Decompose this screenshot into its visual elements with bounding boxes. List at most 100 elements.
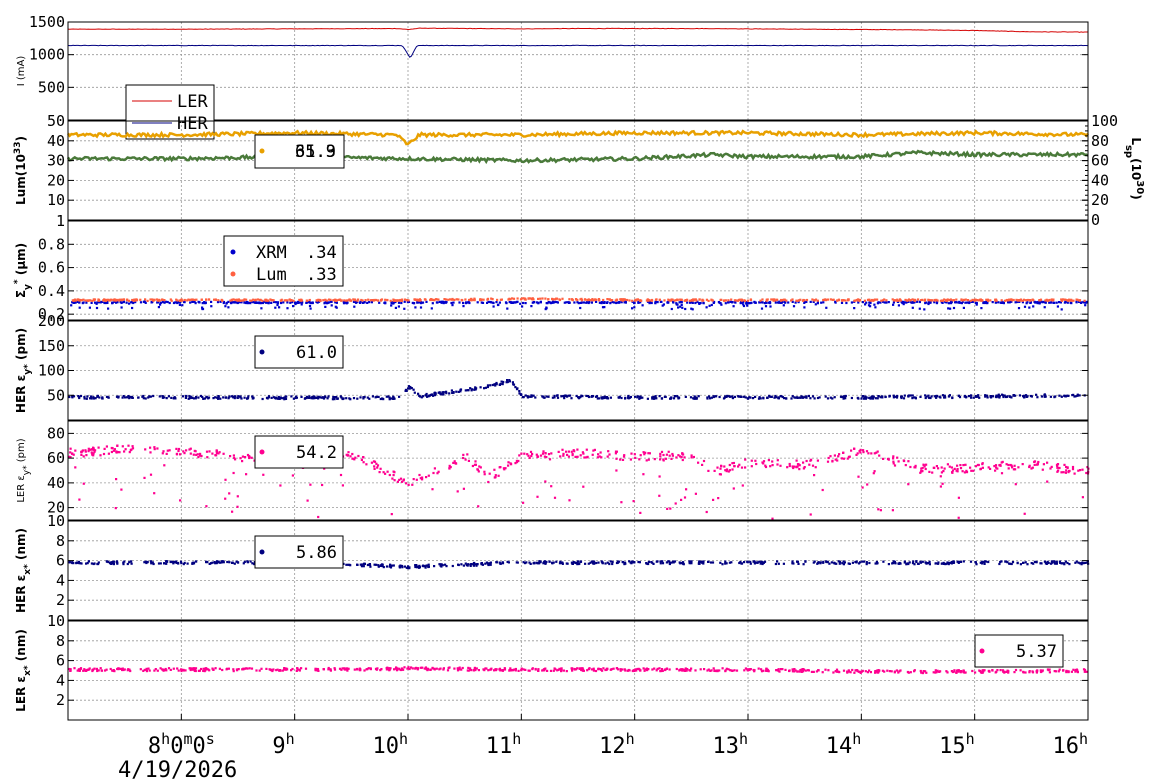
point-ler_eps_y-0-438 [317,515,320,519]
point-ler_eps_y-0-609 [218,451,221,454]
point-ler_eps_y-0-166 [112,449,115,452]
point-ler_eps_y-0-246 [762,460,766,463]
point-her_eps_x-0-497 [398,566,401,569]
point-her_eps_y-0-641 [935,396,938,399]
point-sigma-0-333 [913,301,916,304]
point-sigma-1-685 [231,299,234,302]
point-ler_eps_y-0-398 [840,457,843,460]
point-sigma-1-557 [885,299,888,302]
point-ler_eps_y-0-653 [550,452,553,455]
xtick-label-5: 13h [712,730,748,759]
point-her_eps_y-0-533 [943,396,947,399]
point-her_eps_x-0-155 [690,562,693,565]
point-her_eps_y-0-587 [432,394,435,397]
point-sigma-0-4 [330,304,333,307]
point-ler_eps_y-0-101 [808,463,811,466]
point-ler_eps_y-0-83 [878,454,881,457]
point-sigma-0-378 [600,302,603,305]
point-ler_eps_x-0-83 [718,669,721,672]
point-sigma-0-410 [259,302,263,305]
point-ler_eps_y-0-95 [365,463,368,466]
point-ler_eps_x-0-600 [458,668,461,671]
point-her_eps_y-0-369 [768,395,771,398]
point-sigma-0-427 [416,301,419,304]
point-her_eps_y-0-527 [807,394,810,398]
point-her_eps_x-0-506 [615,561,619,565]
point-her_eps_x-0-430 [906,562,909,565]
point-sigma-0-56 [1056,305,1059,308]
point-ler_eps_y-0-520 [449,466,452,469]
point-sigma-0-433 [442,302,445,305]
point-ler_eps_y-0-628 [499,466,502,469]
point-sigma-1-104 [361,299,364,302]
point-her_eps_y-0-252 [433,394,436,397]
point-ler_eps_y-0-121 [291,474,294,477]
point-ler_eps_x-0-676 [574,668,578,671]
point-sigma-1-651 [933,298,936,302]
point-sigma-1-109 [245,298,248,301]
point-her_eps_y-0-498 [570,397,573,400]
point-her_eps_y-0-399 [585,394,588,397]
point-sigma-1-319 [722,299,726,302]
point-sigma-1-678 [917,298,920,301]
point-ler_eps_y-0-165 [909,465,912,469]
point-her_eps_y-0-278 [315,396,318,399]
xtick-label-0: 8h0m0s [148,730,215,759]
point-her_eps_y-0-363 [924,396,927,400]
point-ler_eps_y-0-268 [1073,472,1076,475]
point-her_eps_x-0-493 [776,560,779,563]
point-ler_eps_x-0-198 [242,667,245,670]
point-ler_eps_y-0-564 [547,453,551,456]
point-sigma-1-57 [308,298,311,302]
point-ler_eps_y-0-162 [177,449,180,453]
point-sigma-1-245 [759,299,762,302]
point-her_eps_y-0-598 [580,394,583,397]
point-ler_eps_y-0-684 [705,510,708,514]
point-ler_eps_y-0-339 [977,463,980,467]
point-ler_eps_y-0-506 [920,469,923,472]
point-sigma-0-478 [505,302,508,305]
point-sigma-0-609 [378,301,381,304]
point-ler_eps_y-0-556 [914,464,917,467]
point-ler_eps_x-0-128 [180,669,183,673]
point-ler_eps_y-0-693 [149,473,153,476]
point-sigma-0-559 [784,300,787,303]
point-ler_eps_x-0-347 [799,669,802,672]
point-her_eps_x-0-682 [893,561,896,564]
point-her_eps_x-0-394 [682,563,685,566]
point-ler_eps_x-0-8 [924,670,927,673]
frame-sigma [67,220,1089,321]
point-ler_eps_x-0-556 [893,670,896,673]
point-ler_eps_x-0-216 [556,669,559,672]
point-sigma-0-630 [524,302,527,305]
point-her_eps_y-0-349 [747,397,750,400]
y2tick-label-2: 40 [1091,171,1109,189]
point-ler_eps_y-0-1 [427,474,430,477]
point-ler_eps_x-0-245 [485,667,488,670]
point-her_eps_x-0-24 [908,561,911,564]
point-sigma-0-534 [101,300,104,303]
point-ler_eps_y-0-491 [891,509,894,512]
point-ler_eps_y-0-264 [520,452,523,455]
point-sigma-0-282 [761,301,764,304]
series-current-0 [67,27,1088,33]
point-sigma-0-149 [654,300,657,303]
point-sigma-1-24 [799,298,802,301]
point-sigma-0-528 [1079,301,1082,304]
point-ler_eps_x-0-233 [121,667,124,670]
point-ler_eps_y-0-497 [979,467,982,470]
ytick-label-sigma-3: 0.8 [38,235,65,253]
point-her_eps_y-0-3 [1040,395,1043,398]
point-ler_eps_y-0-85 [658,494,661,497]
point-sigma-0-561 [511,301,514,304]
point-her_eps_x-0-373 [667,560,670,563]
point-sigma-1-572 [976,299,979,302]
point-ler_eps_y-0-440 [362,461,365,464]
point-sigma-1-628 [345,299,348,302]
point-ler_eps_x-0-139 [562,669,565,672]
point-sigma-1-447 [876,298,879,301]
point-her_eps_y-0-167 [824,395,827,398]
point-her_eps_x-0-160 [841,562,844,565]
